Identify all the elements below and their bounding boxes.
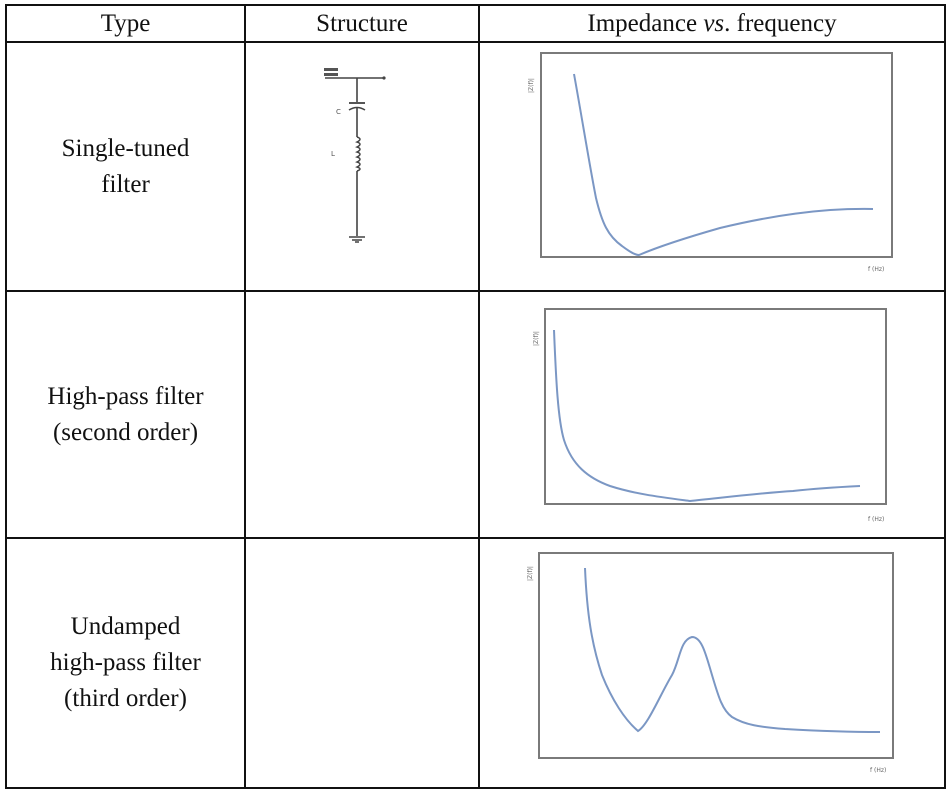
inductor-icon (355, 136, 361, 172)
chart-axes-box (544, 308, 887, 505)
type-cell-undamped-third: Undamped high-pass filter (third order) (7, 539, 244, 787)
chart-axes-box (538, 552, 894, 759)
impedance-curve (553, 329, 861, 503)
type-cell-single-tuned: Single-tuned filter (7, 43, 244, 290)
capacitor-icon (348, 102, 366, 111)
impedance-chart-single-tuned: |Z(f)| f (Hz) (528, 52, 893, 273)
inductor-label: L (331, 150, 335, 158)
impedance-chart-high-pass-second: |Z(f)| f (Hz) (533, 308, 887, 523)
column-divider-2 (478, 6, 480, 787)
row-divider-1 (7, 290, 944, 292)
header-impedance-suffix: . frequency (724, 9, 837, 37)
chart-axes-box (540, 52, 893, 258)
y-axis-label: |Z(f)| (533, 331, 540, 346)
header-structure: Structure (316, 9, 408, 37)
single-tuned-circuit-diagram: C L (324, 68, 386, 243)
type-cell-high-pass-second: High-pass filter (second order) (7, 292, 244, 537)
type-line: (second order) (52, 418, 199, 446)
header-impedance: Impedance vs. frequency (480, 6, 944, 41)
type-line: (third order) (64, 685, 187, 712)
type-line: high-pass filter (50, 649, 201, 676)
y-axis-label: |Z(f)| (527, 566, 534, 581)
ground-icon (349, 236, 365, 243)
type-line: Single-tuned (61, 134, 190, 162)
x-axis-label: f (Hz) (868, 266, 884, 273)
impedance-curve (573, 73, 874, 257)
filter-comparison-table: Type Structure Impedance vs. frequency S… (5, 4, 946, 789)
row-divider-2 (7, 537, 944, 539)
y-axis-label: |Z(f)| (528, 78, 535, 93)
type-line: High-pass filter (47, 382, 204, 410)
impedance-curve (584, 567, 881, 733)
capacitor-label: C (336, 108, 341, 116)
column-divider-1 (244, 6, 246, 787)
impedance-chart-undamped-third: |Z(f)| f (Hz) (527, 552, 894, 774)
x-axis-label: f (Hz) (870, 767, 886, 774)
header-impedance-prefix: Impedance (587, 9, 704, 37)
header-type: Type (100, 9, 151, 37)
type-line: filter (101, 170, 150, 198)
x-axis-label: f (Hz) (868, 516, 884, 523)
type-line: Undamped (70, 613, 181, 640)
bus-label-icon (324, 68, 338, 76)
header-impedance-vs: vs (703, 9, 725, 37)
header-divider (7, 41, 944, 43)
